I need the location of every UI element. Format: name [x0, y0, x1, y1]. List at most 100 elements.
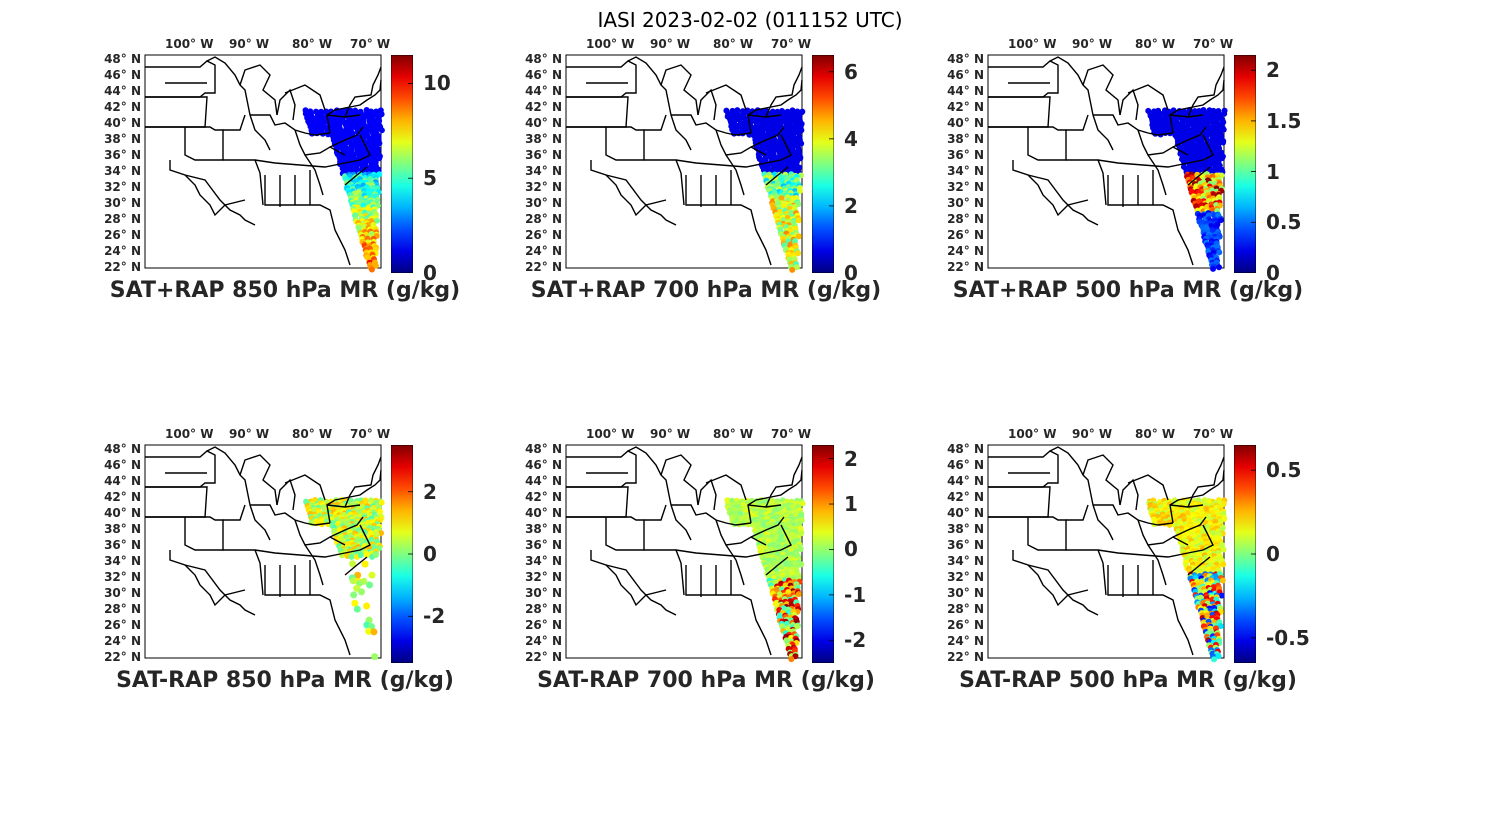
swath-point: [1210, 265, 1217, 272]
lat-tick-label: 32° N: [947, 570, 984, 585]
swath-point: [789, 266, 796, 273]
swath-point: [349, 560, 357, 568]
border-line: [675, 159, 767, 168]
colorbar-gradient: [1234, 445, 1256, 663]
border-line: [1172, 516, 1207, 538]
lat-tick-label: 26° N: [104, 618, 141, 633]
swath-point: [365, 627, 373, 635]
lon-tick-label: 100° W: [1008, 427, 1057, 441]
lat-tick-label: 44° N: [947, 474, 984, 489]
border-line: [1119, 88, 1139, 121]
border-line: [1066, 159, 1107, 206]
map-panel: 100° W 90° W 80° W 70° W 48° N 46° N 44° N 42° …: [95, 405, 454, 725]
border-line: [326, 469, 382, 524]
border-line: [765, 456, 803, 508]
swath-point: [1217, 217, 1224, 224]
border-line: [239, 64, 278, 116]
swath-point: [361, 560, 369, 568]
border-line: [705, 474, 747, 501]
lat-tick-label: 44° N: [525, 474, 562, 489]
lat-tick-label: 48° N: [525, 52, 562, 66]
border-line: [1066, 549, 1107, 596]
panel-title: SAT-RAP 850 hPa MR (g/kg): [116, 668, 454, 693]
lat-tick-label: 28° N: [947, 212, 984, 227]
border-line: [344, 524, 371, 554]
border-line: [329, 516, 364, 538]
lat-tick-label: 30° N: [525, 586, 562, 601]
border-line: [1118, 594, 1194, 656]
lat-tick-label: 24° N: [525, 244, 562, 259]
lat-tick-labels: 48° N 46° N 44° N 42° N 40° N 38° N 36° N 34° N…: [938, 442, 984, 664]
border-line: [1027, 564, 1099, 616]
state-borders: [145, 56, 382, 266]
border-line: [715, 519, 767, 546]
border-line: [145, 516, 224, 551]
lat-tick-label: 48° N: [525, 442, 562, 456]
satellite-swath: [302, 107, 385, 273]
swath-point: [795, 250, 802, 257]
border-line: [660, 64, 699, 116]
border-line: [275, 204, 351, 266]
lat-tick-label: 22° N: [525, 650, 562, 665]
border-line: [1187, 166, 1211, 186]
lat-tick-label: 34° N: [104, 164, 141, 179]
colorbar-tick-label: 6: [844, 59, 858, 84]
border-line: [660, 454, 699, 506]
lat-tick-label: 38° N: [947, 522, 984, 537]
lat-tick-label: 36° N: [947, 538, 984, 553]
lat-tick-label: 34° N: [947, 554, 984, 569]
swath-point: [1220, 546, 1227, 553]
border-line: [284, 84, 326, 111]
lat-tick-label: 46° N: [104, 458, 141, 472]
border-line: [250, 504, 331, 526]
lat-tick-label: 22° N: [104, 260, 141, 275]
border-line: [329, 126, 364, 148]
border-line: [344, 556, 368, 576]
lat-tick-label: 30° N: [947, 196, 984, 211]
swath-point: [1215, 264, 1222, 271]
border-line: [685, 175, 696, 206]
colorbar-tick-label: 1: [1266, 159, 1280, 184]
border-line: [184, 564, 256, 616]
lat-tick-label: 44° N: [104, 474, 141, 489]
border-line: [223, 549, 264, 596]
lon-tick-labels: 100° W 90° W 80° W 70° W: [566, 37, 811, 51]
map-panel: 100° W 90° W 80° W 70° W 48° N 46° N 44° N 42° …: [95, 15, 460, 335]
border-line: [264, 565, 275, 596]
border-line: [1049, 446, 1114, 541]
swath-point: [368, 571, 376, 579]
border-line: [1187, 524, 1214, 554]
border-line: [145, 126, 224, 161]
lon-tick-label: 90° W: [650, 37, 691, 51]
border-line: [276, 478, 296, 511]
lat-tick-label: 48° N: [104, 52, 141, 66]
colorbar-gradient: [812, 445, 834, 663]
colorbar-tick-label: 0: [1266, 542, 1280, 566]
border-line: [1082, 454, 1121, 506]
border-line: [344, 134, 371, 164]
border-line: [344, 66, 382, 118]
swath-point: [1211, 656, 1218, 663]
lat-tick-label: 48° N: [947, 52, 984, 66]
lon-tick-label: 100° W: [1008, 37, 1057, 51]
border-line: [304, 154, 324, 196]
border-line: [671, 114, 752, 136]
lon-tick-label: 100° W: [586, 427, 635, 441]
map-panel: 100° W 90° W 80° W 70° W 48° N 46° N 44° N 42° …: [516, 15, 881, 335]
lat-tick-label: 26° N: [104, 228, 141, 243]
lat-tick-label: 24° N: [525, 634, 562, 649]
lat-tick-label: 42° N: [104, 490, 141, 505]
lon-tick-labels: 100° W 90° W 80° W 70° W: [988, 37, 1233, 51]
colorbar-tick-label: 0: [844, 537, 858, 562]
swath-point: [788, 656, 795, 663]
panel-title: SAT+RAP 850 hPa MR (g/kg): [109, 278, 461, 303]
border-line: [169, 550, 246, 607]
lat-tick-labels: 48° N 46° N 44° N 42° N 40° N 38° N 36° N 34° N…: [516, 442, 562, 664]
lon-tick-label: 70° W: [350, 37, 391, 51]
state-borders: [566, 446, 803, 656]
colorbar-gradient: [391, 55, 413, 273]
swath-point: [798, 140, 805, 147]
lat-tick-labels: 48° N 46° N 44° N 42° N 40° N 38° N 36° N 34° N…: [516, 52, 562, 274]
swath-point: [363, 602, 371, 610]
swath-point: [798, 561, 805, 568]
